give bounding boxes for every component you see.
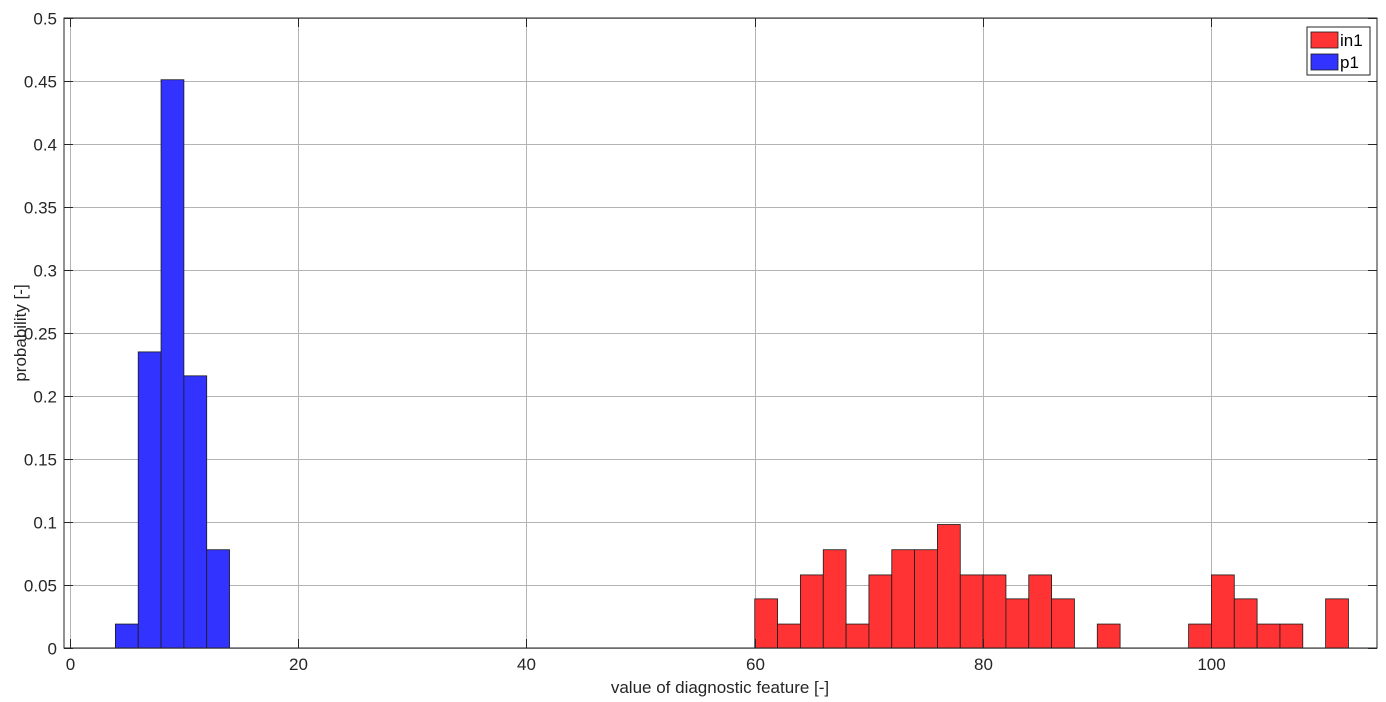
bar-p1 [206,549,230,649]
ticks [64,18,1377,649]
bar-in1 [891,549,915,649]
bar-in1 [1256,623,1281,649]
bar-in1 [1028,574,1053,649]
y-tick-label: 0.5 [33,10,57,29]
bar-in1 [1325,598,1349,649]
bar-in1 [822,549,847,649]
y-tick-label: 0 [48,640,57,659]
y-tick-label: 0.35 [24,199,57,218]
bar-in1 [777,623,801,649]
bar-in1 [959,574,984,649]
x-tick-label: 60 [746,655,765,674]
y-tick-label: 0.2 [33,388,57,407]
legend-swatch-p1 [1310,53,1339,71]
x-tick-label: 100 [1197,655,1225,674]
tick-labels: 0 20 40 60 80 100 0 0.05 0.1 0.15 0.2 0.25 0.3 0.35 0.… [24,10,1226,675]
y-tick-label: 0.1 [33,514,57,533]
bar-in1 [868,574,893,649]
bar-in1 [1211,574,1235,649]
legend-swatch-in1 [1310,31,1339,49]
y-tick-label: 0.3 [33,262,57,281]
bar-p1 [183,375,208,649]
bar-in1 [937,524,961,649]
x-tick-label: 0 [66,655,75,674]
bar-in1 [1051,598,1075,649]
bar-in1 [1188,623,1212,649]
bar-in1 [982,574,1007,649]
bar-p1 [160,79,185,649]
x-tick-label: 20 [289,655,308,674]
y-axis-label: probability [-] [11,284,30,381]
bar-in1 [1279,623,1304,649]
y-tick-label: 0.4 [33,136,57,155]
y-tick-label: 0.25 [24,325,57,344]
x-tick-label: 80 [974,655,993,674]
bar-in1 [754,598,778,649]
bar-p1 [137,351,162,649]
bar-in1 [845,623,870,649]
legend-label-p1: p1 [1340,53,1359,72]
bar-in1 [1096,623,1121,649]
legend: in1 p1 [1306,26,1371,76]
bar-in1 [914,549,938,649]
y-tick-label: 0.45 [24,73,57,92]
bar-in1 [1233,598,1258,649]
x-axis-label: value of diagnostic feature [-] [611,678,829,697]
legend-label-in1: in1 [1340,31,1363,50]
y-tick-label: 0.15 [24,451,57,470]
grid [64,18,1377,649]
bar-p1 [114,623,139,649]
bar-in1 [1005,598,1030,649]
bar-in1 [800,574,824,649]
x-tick-label: 40 [517,655,536,674]
bars [114,79,1349,649]
y-tick-label: 0.05 [24,577,57,596]
